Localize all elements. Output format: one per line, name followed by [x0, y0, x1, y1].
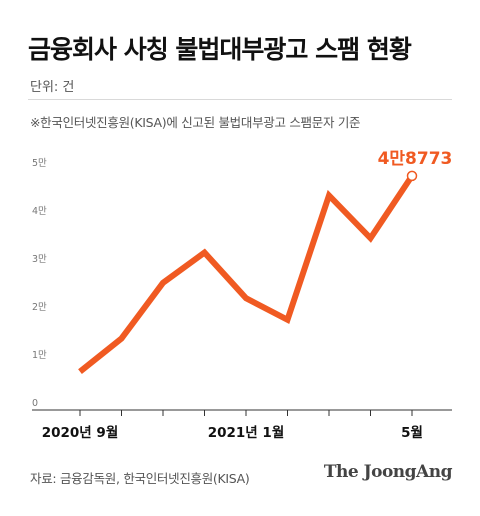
unit-label: 단위: 건 [30, 80, 75, 95]
series-line [78, 174, 415, 374]
data-label: 4만8773 [378, 150, 453, 169]
end-point-marker [406, 170, 418, 182]
brand-logo: The JoongAng [323, 462, 453, 482]
y-tick-label: 3만 [32, 254, 47, 265]
x-tick-label: 2020년 9월 [42, 424, 119, 441]
y-tick-label: 4만 [32, 206, 47, 217]
y-tick-label: 0 [32, 398, 38, 409]
source-note: 자료: 금융감독원, 한국인터넷진흥원(KISA) [30, 471, 250, 486]
header-divider [28, 99, 452, 100]
line-chart: 0 1만 2만 3만 4만 5만 2020년 9월 2021년 1월 5월 4만8773 [32, 150, 453, 441]
chart-note: ※한국인터넷진흥원(KISA)에 신고된 불법대부광고 스팸문자 기준 [30, 115, 361, 130]
y-tick-label: 1만 [32, 350, 47, 361]
x-tick-label: 2021년 1월 [208, 424, 285, 441]
y-tick-label: 5만 [32, 158, 47, 169]
x-tick-label: 5월 [401, 424, 423, 441]
chart-title: 금융회사 사칭 불법대부광고 스팸 현황 [28, 35, 412, 64]
y-tick-label: 2만 [32, 302, 47, 313]
